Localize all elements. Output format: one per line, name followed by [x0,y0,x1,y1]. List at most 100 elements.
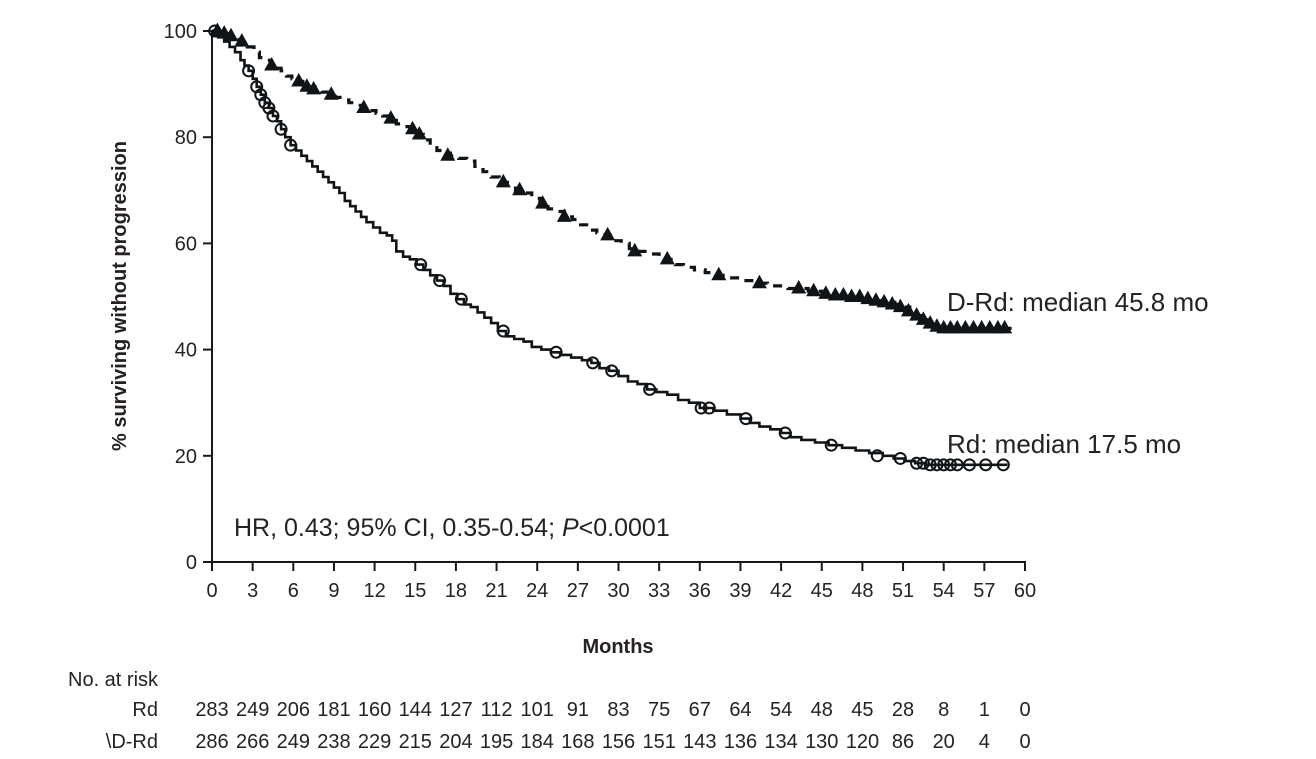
risk-value: 195 [480,731,513,753]
censor-circle-rd [496,324,510,338]
censor-triangle-d-rd [884,295,900,310]
risk-value: 130 [805,731,838,753]
x-tick-label: 3 [247,580,258,602]
x-tick-label: 6 [288,580,299,602]
censor-circle-rd [778,426,792,440]
censor-triangle-d-rd [356,99,372,113]
curve-d-rd [212,29,1015,330]
censor-circle-rd [643,382,657,396]
x-tick-label: 57 [973,580,995,602]
risk-value: 4 [979,731,990,753]
censor-circle-rd [433,274,447,288]
risk-value: 83 [607,699,629,721]
x-tick-label: 24 [526,580,548,602]
censor-circle-rd [586,356,600,370]
x-tick-label: 0 [206,580,217,602]
risk-value: 120 [846,731,879,753]
x-tick-label: 30 [607,580,629,602]
censor-triangle-d-rd [892,298,908,313]
x-tick-label: 54 [933,580,955,602]
curves-layer [208,22,1015,472]
censor-circle-rd [274,122,288,136]
censor-circle-rd [242,64,256,78]
censor-triangle-d-rd [900,302,916,317]
hr-annotation-p: P [562,514,579,542]
censor-circle-rd [943,458,957,472]
series-label-rd: Rd: median 17.5 mo [947,429,1181,459]
risk-value: 67 [689,699,711,721]
y-tick-label: 60 [175,233,197,255]
risk-value: 75 [648,699,670,721]
risk-value: 136 [724,731,757,753]
risk-value: 48 [811,699,833,721]
censor-triangle-d-rd [751,274,767,289]
risk-value: 54 [770,699,792,721]
censor-circle-rd [979,458,993,472]
hr-annotation: HR, 0.43; 95% CI, 0.35-0.54; P<0.0001 [234,514,670,542]
censor-triangle-d-rd [711,266,727,281]
risk-row-label: \D-Rd [106,731,158,753]
risk-value: 0 [1019,699,1030,721]
censor-circle-rd [950,458,964,472]
hr-annotation-prefix: HR, 0.43; 95% CI, 0.35-0.54; [234,514,562,542]
censor-circle-rd [739,412,753,426]
censor-triangle-d-rd [411,126,427,140]
risk-value: 1 [979,699,990,721]
censor-circle-rd [996,458,1010,472]
hr-annotation-suffix: <0.0001 [579,514,670,542]
x-tick-label: 9 [328,580,339,602]
risk-value: 144 [399,699,432,721]
risk-value: 101 [521,699,554,721]
censor-circle-rd [930,458,944,472]
x-tick-label: 45 [811,580,833,602]
x-tick-label: 48 [851,580,873,602]
risk-value: 266 [236,731,269,753]
censor-circle-rd [893,451,907,465]
risk-value: 143 [683,731,716,753]
y-tick-label: 100 [164,21,197,43]
censor-circle-rd [266,109,280,123]
risk-value: 181 [317,699,350,721]
censor-circle-rd [824,438,838,452]
risk-value: 86 [892,731,914,753]
censor-circle-rd [916,456,930,470]
censor-triangle-d-rd [627,242,643,257]
y-tick-label: 40 [175,340,197,362]
censor-circle-rd [923,458,937,472]
censor-triangle-d-rd [405,120,421,135]
risk-value: 112 [481,699,513,721]
y-tick-label: 20 [175,446,197,468]
risk-value: 156 [602,731,635,753]
censor-triangle-d-rd [818,285,834,299]
x-tick-label: 42 [770,580,792,602]
risk-table-header: No. at risk [68,669,159,691]
risk-value: 215 [399,731,432,753]
censor-triangle-d-rd [291,72,307,87]
censor-triangle-d-rd [535,195,551,209]
risk-value: 20 [933,731,955,753]
risk-value: 151 [642,731,675,753]
censor-circle-rd [454,292,468,306]
risk-value: 249 [277,731,310,753]
curve-rd [212,29,1008,467]
censor-triangle-d-rd [659,250,675,265]
censor-triangle-d-rd [264,57,280,71]
risk-value: 160 [358,699,391,721]
censor-triangle-d-rd [600,226,616,241]
x-axis-title: Months [582,636,653,658]
censor-triangle-d-rd [306,80,322,95]
risk-value: 8 [938,699,949,721]
censor-triangle-d-rd [997,319,1013,334]
x-tick-label: 51 [892,580,914,602]
censor-triangle-d-rd [512,181,528,196]
risk-row-label: Rd [132,699,158,721]
censor-triangle-d-rd [791,280,807,294]
x-tick-label: 39 [729,580,751,602]
censor-triangle-d-rd [495,173,511,188]
y-tick-label: 0 [186,552,197,574]
y-axis-title: % surviving without progression [109,141,131,451]
censor-circle-rd [284,138,298,152]
risk-value: 184 [521,731,554,753]
x-tick-label: 36 [689,580,711,602]
